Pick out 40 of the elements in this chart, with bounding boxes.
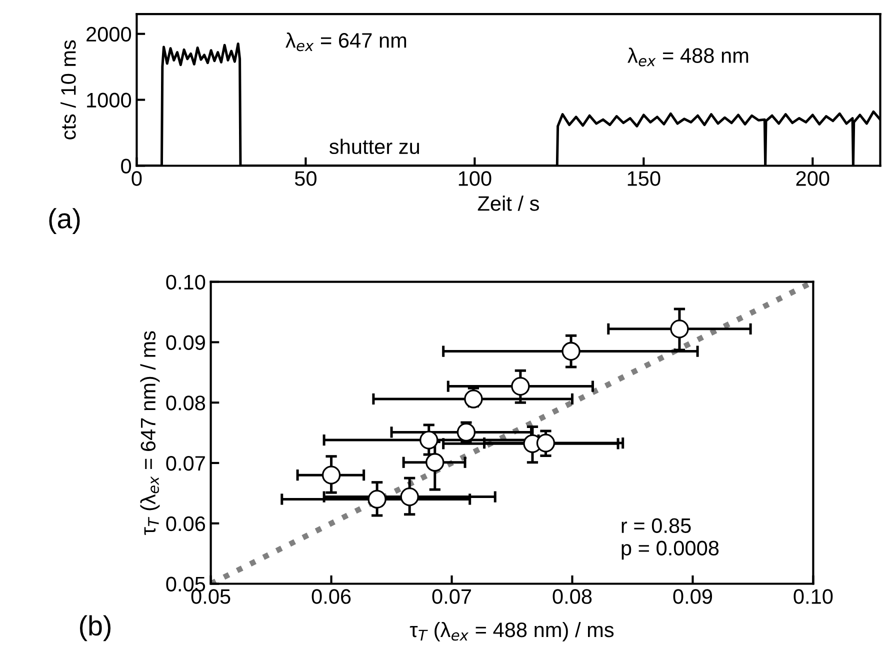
x-tick-label: 150 xyxy=(628,171,660,186)
y-tick-label: 0.09 xyxy=(166,335,205,350)
annotation: r = 0.85 p = 0.0008 xyxy=(622,518,719,560)
x-axis-title: τ$_{T}$ (λ$_{ex}$ = 488 nm) / ms xyxy=(410,622,614,642)
x-tick-label: 50 xyxy=(294,171,316,186)
x-tick-label: 0.08 xyxy=(552,589,592,604)
x-tick-label: 0.07 xyxy=(432,589,471,604)
point xyxy=(670,320,689,338)
x-tick-label: 100 xyxy=(458,171,492,186)
x-tick-label: 0.06 xyxy=(312,589,351,604)
x-tick-label: 200 xyxy=(796,171,830,186)
y-tick-label: 0 xyxy=(121,158,132,174)
point xyxy=(400,487,419,506)
point xyxy=(322,466,341,484)
point xyxy=(426,453,444,472)
point xyxy=(562,342,580,361)
y-axis-title: τ$_{T}$ (λ$_{ex}$ = 647 nm) / ms xyxy=(140,331,160,535)
x-tick-label: 0 xyxy=(132,171,142,186)
y-axis-title: cts / 10 ms xyxy=(60,40,76,140)
y-tick-label: 1000 xyxy=(87,92,132,108)
annotation: λ$_{ex}$ = 488 nm xyxy=(628,48,748,66)
point xyxy=(511,376,530,396)
y-tick-label: 0.10 xyxy=(166,274,206,290)
x-axis-title: Zeit / s xyxy=(478,196,539,211)
text: (b) xyxy=(80,615,110,642)
x-tick-label: 0.05 xyxy=(191,589,230,604)
point xyxy=(368,490,386,509)
point xyxy=(536,434,556,452)
y-tick-label: 0.07 xyxy=(166,456,205,471)
y-tick-label: 2000 xyxy=(86,26,132,42)
point xyxy=(456,422,476,442)
annotation: λ$_{ex}$ = 647 nm xyxy=(286,32,406,52)
text: (a) xyxy=(49,208,80,234)
point xyxy=(464,390,483,408)
x-tick-label: 0.09 xyxy=(673,589,712,604)
y-tick-label: 0.08 xyxy=(166,396,206,410)
annotation: shutter zu xyxy=(329,138,419,154)
y-tick-label: 0.06 xyxy=(166,516,206,532)
x-tick-label: 0.10 xyxy=(794,589,833,604)
y-tick-label: 0.05 xyxy=(166,576,206,592)
